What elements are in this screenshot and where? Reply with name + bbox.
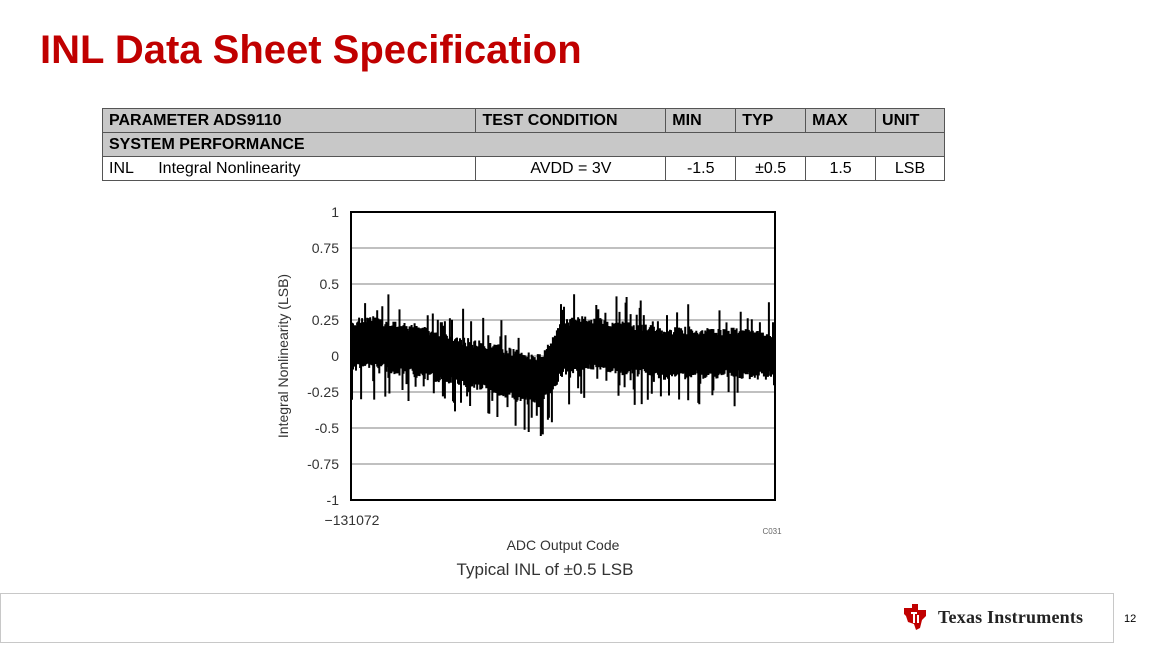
table-row: INL Integral Nonlinearity AVDD = 3V -1.5… xyxy=(101,156,945,181)
y-tick-label: -1 xyxy=(327,492,340,508)
x-axis-label: ADC Output Code xyxy=(507,537,620,553)
chart-caption: Typical INL of ±0.5 LSB xyxy=(457,560,634,579)
condition-cell: AVDD = 3V xyxy=(475,156,667,181)
footer-bar xyxy=(0,593,1114,643)
ti-logo-text: Texas Instruments xyxy=(938,606,1084,627)
typ-cell: ±0.5 xyxy=(735,156,807,181)
header-unit: UNIT xyxy=(875,108,945,133)
inl-series-band xyxy=(350,294,776,436)
min-cell: -1.5 xyxy=(665,156,737,181)
figure-id: C031 xyxy=(762,527,782,536)
y-tick-label: -0.75 xyxy=(307,456,339,472)
y-tick-label: 0 xyxy=(331,348,339,364)
table-header-row: PARAMETER ADS9110 TEST CONDITION MIN TYP… xyxy=(101,108,945,133)
inl-series-line xyxy=(350,294,776,436)
max-cell: 1.5 xyxy=(805,156,877,181)
header-typ: TYP xyxy=(735,108,807,133)
y-tick-label: 0.25 xyxy=(312,312,339,328)
parameter-symbol: INL xyxy=(109,159,134,177)
y-tick-label: 1 xyxy=(331,204,339,220)
slide-title: INL Data Sheet Specification xyxy=(40,28,582,72)
y-tick-label: -0.25 xyxy=(307,384,339,400)
section-label: SYSTEM PERFORMANCE xyxy=(102,132,945,157)
y-axis-label: Integral Nonlinearity (LSB) xyxy=(275,274,291,438)
header-test-condition: TEST CONDITION xyxy=(475,108,667,133)
header-max: MAX xyxy=(805,108,877,133)
header-min: MIN xyxy=(665,108,737,133)
y-tick-label: 0.75 xyxy=(312,240,339,256)
table-section-row: SYSTEM PERFORMANCE xyxy=(102,132,945,157)
y-tick-label: -0.5 xyxy=(315,420,339,436)
unit-cell: LSB xyxy=(875,156,945,181)
x-tick-left: −131072 xyxy=(325,512,380,528)
page-number: 12 xyxy=(1124,613,1137,625)
ti-state-icon xyxy=(904,604,926,630)
parameter-cell: INL Integral Nonlinearity xyxy=(101,156,477,181)
parameter-name: Integral Nonlinearity xyxy=(158,159,301,177)
header-parameter: PARAMETER ADS9110 xyxy=(101,108,477,133)
spec-table: PARAMETER ADS9110 TEST CONDITION MIN TYP… xyxy=(101,108,945,181)
ti-logo: Texas Instruments xyxy=(900,600,1083,634)
inl-chart: 1 0.75 0.5 0.25 0 -0.25 -0.5 -0.75 -1 Integral N… xyxy=(275,204,782,579)
y-tick-label: 0.5 xyxy=(320,276,340,292)
y-tick-labels: 1 0.75 0.5 0.25 0 -0.25 -0.5 -0.75 -1 xyxy=(307,204,339,508)
